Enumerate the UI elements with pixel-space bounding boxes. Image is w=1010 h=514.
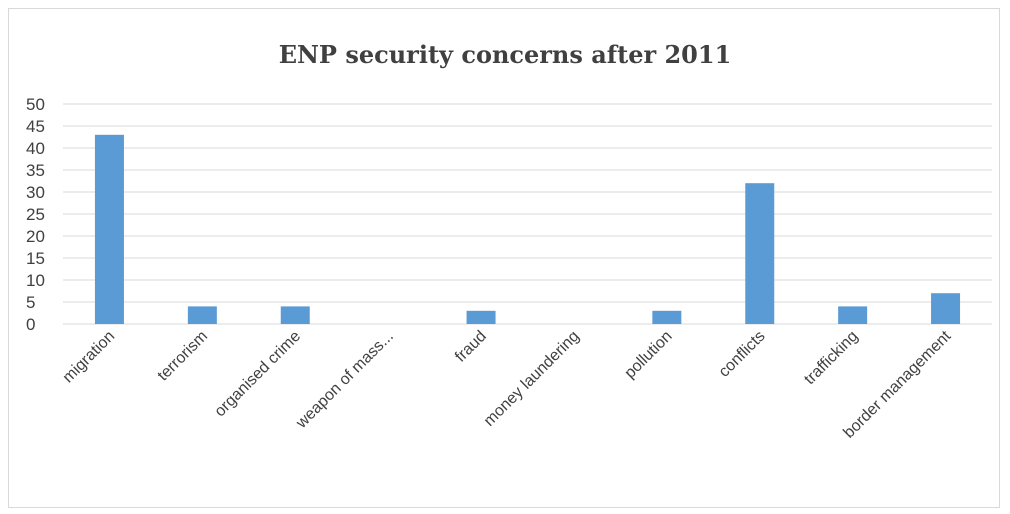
- y-tick-label: 10: [26, 271, 45, 290]
- y-tick-label: 20: [26, 227, 45, 246]
- y-tick-label: 50: [26, 95, 45, 114]
- x-category-label: weapon of mass...: [292, 328, 397, 433]
- bar: [745, 183, 775, 324]
- bar: [466, 310, 496, 324]
- x-category-label: conflicts: [716, 328, 769, 381]
- bar: [94, 134, 124, 324]
- x-category-label: terrorism: [155, 328, 212, 385]
- y-tick-label: 40: [26, 139, 45, 158]
- x-category-label: organised crime: [212, 328, 305, 421]
- x-category-label: money laundering: [481, 328, 583, 430]
- y-tick-label: 25: [26, 205, 45, 224]
- x-category-label: migration: [60, 328, 119, 387]
- bar: [280, 306, 310, 324]
- x-category-label: fraud: [452, 328, 490, 366]
- x-category-label: trafficking: [801, 328, 861, 388]
- x-category-label: border management: [840, 327, 954, 441]
- bar: [187, 306, 217, 324]
- y-tick-label: 0: [26, 315, 35, 334]
- y-tick-label: 45: [26, 117, 45, 136]
- bar: [652, 310, 682, 324]
- y-tick-label: 35: [26, 161, 45, 180]
- y-tick-label: 15: [26, 249, 45, 268]
- x-category-label: pollution: [622, 328, 676, 382]
- y-tick-label: 5: [26, 293, 35, 312]
- bar: [838, 306, 868, 324]
- bar: [931, 293, 961, 324]
- y-tick-label: 30: [26, 183, 45, 202]
- chart-title: ENP security concerns after 2011: [278, 40, 732, 69]
